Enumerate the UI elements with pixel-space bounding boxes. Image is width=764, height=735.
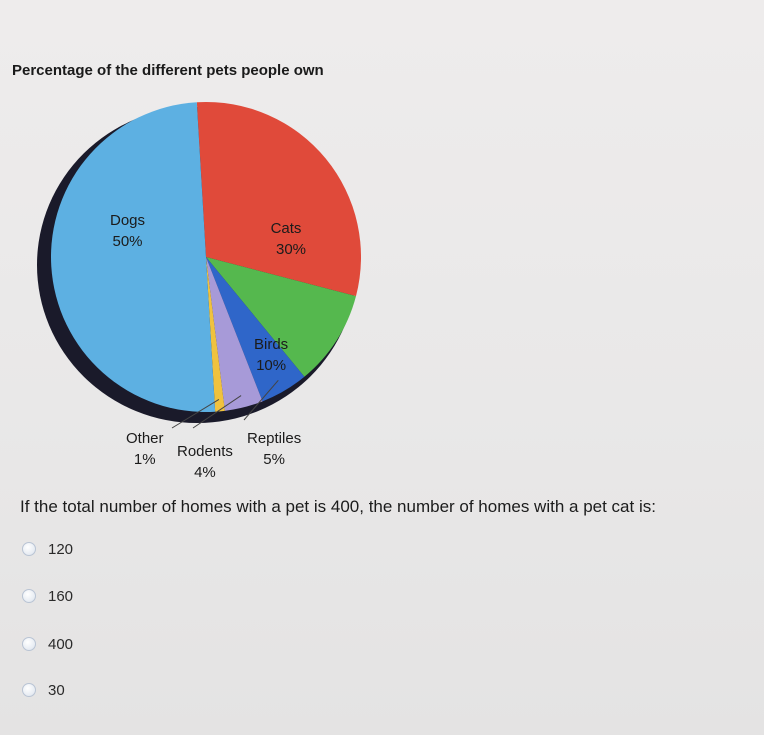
slice-other <box>206 257 225 412</box>
label-cats-name: Cats <box>270 220 302 237</box>
label-rodents-value: 4% <box>194 464 216 481</box>
label-reptiles-name: Reptiles <box>247 430 302 447</box>
option-label: 160 <box>48 587 74 605</box>
option-label: 400 <box>48 635 74 653</box>
label-dogs: Dogs 50% <box>110 210 145 252</box>
radio-button[interactable] <box>22 542 36 556</box>
label-dogs-name: Dogs <box>110 212 146 229</box>
option-160[interactable]: 160 <box>22 585 73 607</box>
radio-button[interactable] <box>22 637 36 651</box>
option-30[interactable]: 30 <box>22 679 65 701</box>
option-400[interactable]: 400 <box>22 633 73 655</box>
label-birds-value: 10% <box>256 357 287 374</box>
radio-button[interactable] <box>22 683 36 697</box>
leader-line-other <box>171 398 220 429</box>
label-dogs-value: 50% <box>112 233 143 250</box>
label-other-value: 1% <box>133 451 156 468</box>
slice-cats <box>196 101 362 297</box>
slice-reptiles <box>206 257 305 402</box>
label-birds-name: Birds <box>254 336 289 353</box>
label-reptiles: Reptiles 5% <box>247 428 301 470</box>
label-rodents-name: Rodents <box>177 443 233 460</box>
option-label: 30 <box>48 681 65 699</box>
label-birds: Birds 10% <box>254 334 288 376</box>
slice-dogs <box>50 102 216 413</box>
label-other-name: Other <box>126 430 164 447</box>
label-other: Other 1% <box>126 428 164 470</box>
option-label: 120 <box>48 540 74 558</box>
question-text: If the total number of homes with a pet … <box>20 497 656 516</box>
label-reptiles-value: 5% <box>263 451 285 468</box>
chart-title: Percentage of the different pets people … <box>12 62 324 79</box>
leader-line-reptiles <box>243 379 279 421</box>
leader-line-rodents <box>192 395 242 429</box>
pie-chart <box>37 101 362 429</box>
label-rodents: Rodents 4% <box>177 441 233 483</box>
label-cats-value: 30% <box>276 241 307 258</box>
label-cats: Cats 30% <box>266 218 306 260</box>
radio-button[interactable] <box>22 589 36 603</box>
slice-rodents <box>206 257 263 411</box>
slice-birds <box>206 257 356 377</box>
option-120[interactable]: 120 <box>22 538 73 560</box>
